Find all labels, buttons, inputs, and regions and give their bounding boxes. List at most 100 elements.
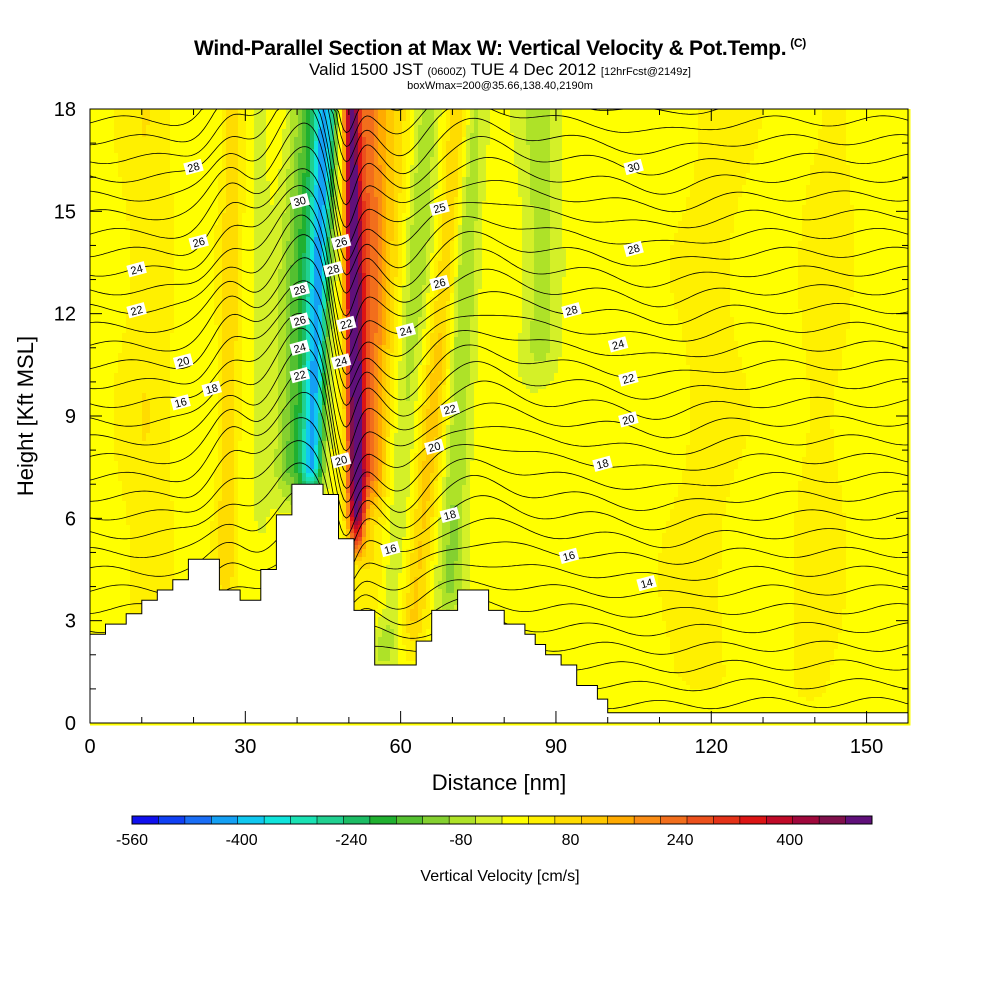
contour-label-text: 18 (204, 382, 219, 397)
contour-label: 18 (592, 455, 613, 472)
contour-label-bg (126, 302, 147, 319)
theta-contour (89, 257, 909, 389)
x-tick-label: 60 (390, 736, 412, 758)
contour-label: 16 (170, 394, 191, 411)
contour-label-text: 16 (562, 549, 577, 564)
contour-label-text: 26 (191, 236, 206, 251)
chart-title-block: Wind-Parallel Section at Max W: Vertical… (0, 36, 1000, 92)
colorbar-swatch (449, 816, 476, 824)
contour-label: 22 (289, 366, 310, 384)
contour-label-bg (618, 370, 639, 387)
contour-label: 24 (395, 322, 417, 339)
contour-label-bg (289, 366, 310, 384)
contour-label-bg (289, 281, 310, 298)
colorbar-swatch (581, 816, 609, 824)
colorbar-swatch (369, 816, 397, 824)
chart-title: Wind-Parallel Section at Max W: Vertical… (0, 36, 1000, 61)
contour-label-text: 24 (334, 355, 349, 370)
colorbar: -560 -400 -240 -80 80 240 400 (116, 815, 873, 849)
forecast-info: [12hrFcst@2149z] (601, 66, 691, 78)
colorbar-tick-label: 240 (667, 832, 694, 849)
theta-contour (89, 312, 909, 452)
theta-contour (89, 391, 909, 519)
contour-label-text: 28 (292, 283, 307, 298)
contour-label-bg (561, 302, 582, 319)
theta-contour (89, 198, 909, 340)
x-tick-label: 120 (695, 736, 728, 758)
colorbar-tick-label: -400 (226, 832, 258, 849)
theta-contour (89, 368, 909, 503)
contour-label-text: 28 (186, 161, 201, 176)
chart-subtitle: Valid 1500 JST (0600Z) TUE 4 Dec 2012 [1… (0, 61, 1000, 81)
contour-label-bg (636, 574, 657, 592)
theta-contour (89, 108, 909, 229)
colorbar-swatch (211, 816, 239, 824)
theta-contour (89, 417, 909, 537)
y-tick-label: 15 (54, 201, 76, 223)
colorbar-swatch (554, 816, 582, 824)
x-tick-label: 0 (84, 736, 95, 758)
y-tick-label: 18 (54, 99, 76, 121)
contour-label: 25 (429, 199, 450, 216)
contour-label-bg (126, 261, 147, 278)
colorbar-swatch (687, 816, 714, 824)
colorbar-swatch (845, 816, 873, 824)
colorbar-swatch (184, 816, 212, 824)
theta-contour (89, 548, 909, 610)
y-tick-label: 6 (65, 508, 76, 530)
contour-label: 22 (618, 370, 639, 387)
contour-label-bg (289, 312, 310, 329)
colorbar-swatch (237, 816, 265, 824)
theta-contour (89, 108, 909, 206)
contour-label-text: 20 (427, 440, 442, 455)
contour-label-text: 22 (129, 304, 144, 319)
contour-label: 30 (289, 192, 310, 209)
colorbar-swatch (132, 816, 159, 824)
contour-label-bg (330, 353, 352, 370)
contour-label-bg (618, 411, 639, 428)
contour-label-bg (172, 353, 194, 370)
colorbar-swatch (343, 816, 371, 824)
contour-label: 16 (380, 540, 401, 557)
contour-label: 20 (424, 438, 445, 455)
valid-time-text: Valid 1500 JST (309, 60, 423, 79)
contour-label: 28 (183, 158, 204, 176)
theta-contour (89, 298, 908, 428)
contour-label-bg (592, 455, 613, 472)
contour-label-text: 14 (639, 577, 654, 592)
contour-label-text: 26 (334, 236, 349, 251)
contour-label: 28 (561, 302, 582, 319)
colorbar-swatch (290, 816, 318, 824)
theta-contour (89, 440, 909, 556)
colorbar-swatch (607, 816, 635, 824)
x-tick-label: 90 (545, 736, 567, 758)
theta-contour (89, 462, 909, 574)
contour-label: 28 (323, 261, 344, 278)
contour-label-bg (623, 158, 644, 176)
colorbar-swatch (396, 816, 424, 824)
contour-label-text: 22 (339, 317, 354, 332)
contour-label-text: 26 (292, 314, 307, 329)
theta-contour (89, 234, 909, 375)
contour-label-text: 24 (292, 341, 307, 356)
contour-label-text: 18 (443, 508, 458, 523)
theta-contour (89, 146, 909, 276)
colorbar-swatch (792, 816, 820, 824)
colorbar-swatch (422, 816, 450, 824)
contour-label: 24 (289, 339, 310, 356)
colorbar-tick-label: 80 (562, 832, 580, 849)
contour-label: 20 (172, 353, 194, 370)
x-tick-label: 30 (234, 736, 256, 758)
colorbar-tick-label: -240 (335, 832, 367, 849)
contour-label: 30 (623, 158, 644, 176)
y-axis-label: Height [Kft MSL] (13, 336, 38, 496)
theta-contour (89, 327, 909, 473)
contour-label: 16 (558, 547, 580, 564)
contour-label-text: 22 (621, 372, 636, 387)
x-axis-label: Distance [nm] (432, 770, 567, 795)
contour-label-bg (424, 438, 445, 455)
contour-label-bg (623, 240, 644, 258)
contour-label-text: 24 (129, 263, 144, 278)
colorbar-swatch (819, 816, 846, 824)
colorbar-tick-label: 400 (776, 832, 803, 849)
